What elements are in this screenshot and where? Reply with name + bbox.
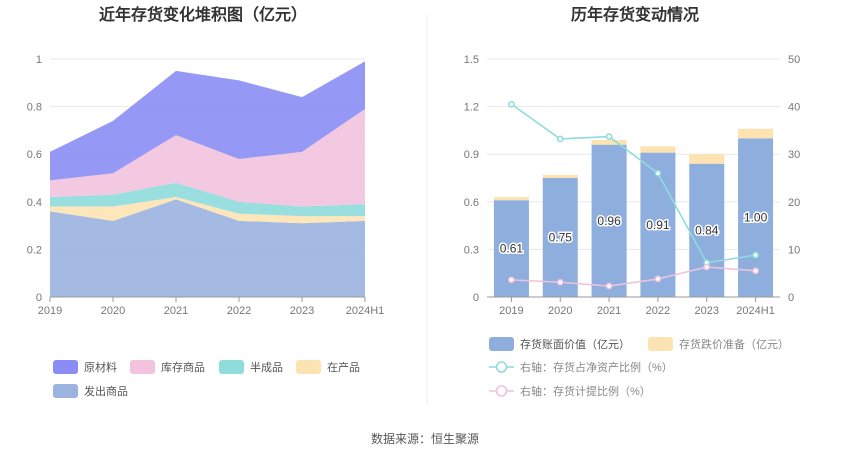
legend-label-line_provision: 右轴：存货计提比例（%）	[520, 384, 651, 398]
right-y-tick-label: 0.3	[464, 244, 479, 256]
left-x-tick-label: 2019	[38, 305, 62, 317]
point-line_ratio	[752, 251, 759, 259]
left-x-tick-label: 2024H1	[346, 305, 385, 317]
right-bars	[493, 128, 774, 297]
bar-impairment	[591, 139, 627, 145]
bar-book-value	[591, 144, 627, 297]
bar-value-label: 0.91	[646, 218, 670, 232]
area-inventory_goods	[50, 108, 365, 207]
right-lines: 0.61 0.75 0.96 0.91 0.84 1.00	[498, 100, 769, 290]
right-x-tick-label: 2024H1	[736, 305, 775, 317]
legend-marker-line_ratio	[495, 361, 508, 373]
left-y-tick-label: 0.8	[27, 102, 42, 114]
bar-value-label: 0.75	[549, 231, 573, 245]
right-y-tick-label: 1.5	[464, 54, 479, 66]
bar-impairment	[738, 128, 774, 139]
legend-label-raw_material: 原材料	[84, 360, 117, 374]
left-y-tick-label: 0.4	[27, 197, 42, 209]
bar-impairment	[689, 154, 725, 164]
right-x-tick-label: 2021	[597, 305, 621, 317]
left-chart-title: 近年存货变化堆积图（亿元）	[99, 5, 307, 24]
point-line_provision	[605, 282, 613, 290]
point-line_provision	[752, 267, 759, 275]
legend-label-book-value: 存货账面价值（亿元）	[520, 337, 630, 351]
legend-label-semi_finished: 半成品	[250, 360, 283, 374]
bar-book-value	[689, 163, 725, 297]
legend-swatch-book-value	[489, 337, 514, 351]
right-y2-tick-label: 0	[788, 292, 794, 304]
bar-impairment	[640, 146, 676, 153]
right-y2-tick-label: 40	[788, 102, 800, 114]
right-y2-tick-label: 30	[788, 149, 800, 161]
area-raw_material	[50, 61, 365, 181]
right-x-tick-label: 2022	[646, 305, 670, 317]
point-line_ratio	[508, 100, 515, 108]
left-y-tick-label: 0	[36, 292, 42, 304]
bar-book-value	[640, 152, 676, 297]
right-y-tick-label: 1.2	[464, 102, 479, 114]
right-axes: 0 0.3 0.6 0.9 1.2 1.5 0 10 20 30 40 50 2019 2020 2021 2…	[464, 54, 801, 317]
point-line_provision	[703, 263, 711, 271]
legend-swatch-semi_finished	[219, 360, 244, 374]
bar-value-label: 0.96	[597, 214, 621, 228]
bar-impairment	[493, 197, 529, 201]
point-line_provision	[654, 275, 662, 283]
right-x-tick-label: 2020	[548, 305, 572, 317]
point-line_provision	[556, 278, 564, 286]
left-y-tick-label: 0.2	[27, 244, 42, 256]
legend-swatch-wip	[296, 360, 321, 374]
left-y-tick-label: 1	[36, 54, 42, 66]
point-line_ratio	[605, 133, 613, 140]
legend-swatch-raw_material	[53, 360, 78, 374]
left-x-tick-label: 2023	[290, 305, 314, 317]
bar-impairment	[542, 174, 578, 178]
legend-marker-line_provision	[495, 385, 508, 397]
legend-swatch-inventory_goods	[130, 360, 155, 374]
legend-label-impairment: 存货跌价准备（亿元）	[679, 337, 789, 351]
bar-value-label: 0.61	[500, 242, 524, 256]
left-y-tick-label: 0.6	[27, 149, 42, 161]
right-chart-title: 历年存货变动情况	[571, 5, 699, 24]
point-line_ratio	[654, 169, 662, 177]
legend-label-shipped_goods: 发出商品	[84, 384, 128, 398]
point-line_provision	[508, 276, 515, 284]
left-x-tick-label: 2021	[164, 305, 188, 317]
legend-swatch-shipped_goods	[53, 384, 78, 398]
line-line_ratio	[510, 103, 756, 264]
stacked-area-chart: 近年存货变化堆积图（亿元） 0 0.2 0.4 0.6 0.8 1 2019 2020 2021…	[27, 5, 385, 398]
area-wip	[50, 197, 365, 224]
legend-swatch-impairment	[648, 337, 673, 351]
right-legend: 存货账面价值（亿元） 存货跌价准备（亿元） 右轴：存货占净资产比例（%） 右轴：存货计…	[489, 337, 789, 398]
bar-book-value	[542, 178, 578, 297]
area-semi_finished	[50, 182, 365, 217]
right-y-tick-label: 0.9	[464, 149, 479, 161]
left-x-tick-label: 2020	[101, 305, 125, 317]
line-line_provision	[511, 266, 756, 287]
right-y-tick-label: 0	[473, 292, 479, 304]
right-y2-tick-label: 50	[788, 54, 800, 66]
point-line_ratio	[556, 135, 564, 143]
left-axes: 0 0.2 0.4 0.6 0.8 1 2019 2020 2021 2022 2023 2024H1	[27, 54, 385, 317]
left-x-tick-label: 2022	[227, 305, 251, 317]
left-areas	[50, 61, 365, 297]
bar-value-label: 0.84	[695, 223, 719, 237]
legend-label-inventory_goods: 库存商品	[161, 360, 205, 374]
data-source: 数据来源：恒生聚源	[371, 431, 479, 446]
right-x-tick-label: 2019	[499, 305, 523, 317]
legend-label-line_ratio: 右轴：存货占净资产比例（%）	[520, 360, 673, 374]
right-y2-tick-label: 20	[788, 197, 800, 209]
legend-label-wip: 在产品	[327, 360, 360, 374]
inventory-change-chart: 历年存货变动情况 0.61 0.75 0.96 0.91 0.84 1.00 0 0.3 0.…	[464, 5, 801, 398]
right-x-tick-label: 2023	[695, 305, 719, 317]
right-y2-tick-label: 10	[788, 244, 800, 256]
area-shipped_goods	[50, 199, 365, 297]
right-y-tick-label: 0.6	[464, 197, 479, 209]
bar-value-label: 1.00	[744, 211, 768, 225]
